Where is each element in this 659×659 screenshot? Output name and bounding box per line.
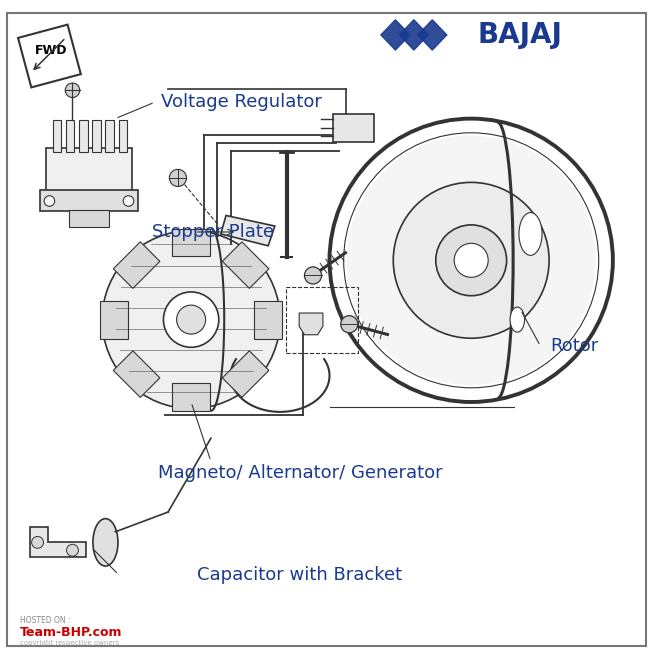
Text: Capacitor with Bracket: Capacitor with Bracket [197,565,403,584]
Polygon shape [172,229,210,256]
Ellipse shape [519,212,542,255]
Polygon shape [418,20,447,50]
Bar [286,287,358,353]
Circle shape [32,536,43,548]
Polygon shape [299,313,323,335]
Bar [66,120,74,152]
Polygon shape [172,383,210,411]
Text: copyright respective owners: copyright respective owners [20,639,119,646]
Bar [40,190,138,211]
Text: BAJAJ: BAJAJ [478,21,563,49]
Polygon shape [18,24,81,88]
Circle shape [304,267,322,284]
Polygon shape [30,527,86,557]
Bar [105,120,114,152]
Circle shape [347,136,596,385]
Circle shape [163,292,219,347]
Text: Magneto/ Alternator/ Generator: Magneto/ Alternator/ Generator [158,464,442,482]
Circle shape [341,316,358,333]
Text: Rotor: Rotor [550,337,598,355]
Circle shape [102,231,280,409]
Circle shape [65,83,80,98]
Ellipse shape [510,307,525,332]
Circle shape [177,305,206,334]
Circle shape [123,196,134,206]
Polygon shape [399,20,428,50]
Bar [79,120,88,152]
Bar [69,210,109,227]
Polygon shape [113,351,160,397]
Text: Stopper Plate: Stopper Plate [152,223,273,241]
Polygon shape [113,242,160,289]
Polygon shape [221,215,275,246]
Circle shape [67,544,78,556]
Circle shape [44,196,55,206]
Bar [53,120,61,152]
Ellipse shape [93,519,118,566]
Circle shape [436,225,507,296]
Polygon shape [381,20,410,50]
Text: Team-BHP.com: Team-BHP.com [20,626,123,639]
Bar [119,120,127,152]
Circle shape [169,169,186,186]
Text: Voltage Regulator: Voltage Regulator [161,93,322,111]
Polygon shape [222,242,269,289]
Polygon shape [100,301,128,339]
Circle shape [393,183,549,338]
Polygon shape [254,301,282,339]
Polygon shape [222,351,269,397]
Bar [46,148,132,191]
Bar [92,120,101,152]
Circle shape [454,243,488,277]
Text: FWD: FWD [34,44,67,57]
Bar [333,114,374,142]
Text: HOSTED ON :: HOSTED ON : [20,616,71,625]
